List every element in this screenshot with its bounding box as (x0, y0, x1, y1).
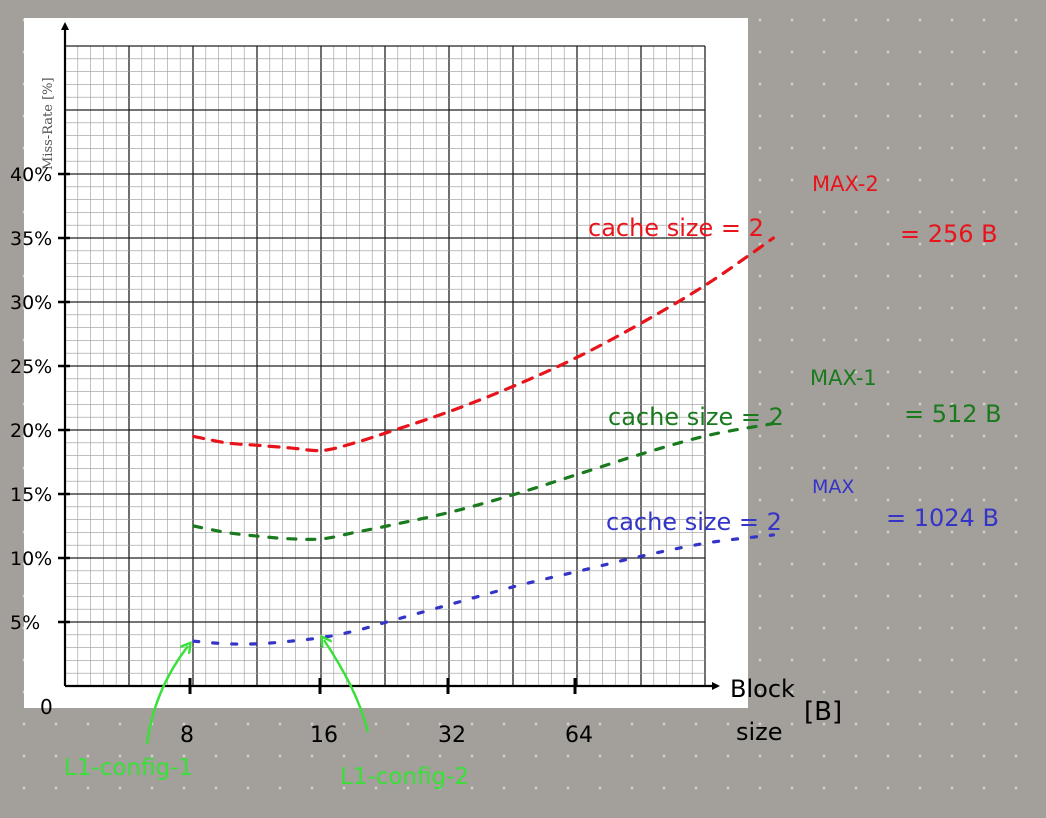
series-label-red-prefix: cache size = 2 (588, 214, 764, 242)
x-tick-label-32: 32 (438, 723, 466, 748)
annotation-config-1: L1-config-1 (64, 646, 193, 781)
plot-paper (24, 18, 748, 708)
y-tick-label-10: 10% (10, 548, 52, 570)
series-label-green-value: = 512 B (904, 400, 1002, 428)
y-tick-label-20: 20% (10, 420, 52, 442)
y-tick-label-40: 40% (10, 164, 52, 186)
series-label-green-exponent: MAX-1 (810, 366, 877, 390)
y-tick-label-25: 25% (10, 356, 52, 378)
y-tick-label-15: 15% (10, 484, 52, 506)
series-label-green: cache size = 2 MAX-1 = 512 B (608, 366, 1002, 431)
series-label-blue-prefix: cache size = 2 (606, 508, 782, 536)
annotation-arrow-1 (145, 646, 188, 745)
series-line-2 (192, 533, 775, 646)
y-tick-label-35: 35% (10, 228, 52, 250)
series-label-blue-value: = 1024 B (886, 504, 999, 532)
x-axis-label-unit: [B] (804, 697, 842, 727)
series-line-1 (192, 422, 775, 541)
annotation-text-1: L1-config-1 (64, 755, 193, 781)
series-label-green-prefix: cache size = 2 (608, 403, 784, 431)
series-label-red: cache size = 2 MAX-2 = 256 B (588, 172, 998, 248)
annotation-arrow-2 (324, 640, 370, 733)
series-group (192, 236, 775, 646)
tick-marks (58, 172, 577, 694)
series-label-red-exponent: MAX-2 (812, 172, 879, 196)
series-line-0 (192, 236, 775, 453)
tick-labels: 8 16 32 64 5% 10% 15% 20% 25% 30% 35% 40% (10, 164, 593, 748)
annotation-config-2: L1-config-2 (324, 640, 469, 790)
x-tick-label-8: 8 (180, 723, 194, 748)
x-axis-label-block: Block (730, 675, 795, 703)
series-label-red-value: = 256 B (900, 220, 998, 248)
y-axis-label: Miss-Rate [%] (41, 77, 56, 170)
origin-label: 0 (40, 695, 53, 719)
y-tick-label-30: 30% (10, 292, 52, 314)
y-tick-label-5: 5% (10, 612, 40, 634)
grid (64, 45, 706, 687)
annotation-text-2: L1-config-2 (340, 764, 469, 790)
series-label-blue: cache size = 2 MAX = 1024 B (606, 476, 999, 536)
x-tick-label-16: 16 (310, 723, 338, 748)
x-axis-label-size: size (736, 718, 783, 746)
series-label-blue-exponent: MAX (812, 476, 854, 498)
x-tick-label-64: 64 (565, 723, 593, 748)
